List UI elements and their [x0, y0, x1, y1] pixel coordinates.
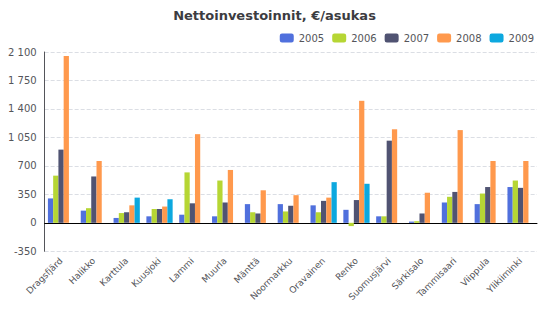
svg-text:2009: 2009: [509, 33, 534, 44]
svg-text:Oravainen: Oravainen: [287, 256, 327, 296]
svg-text:Dragsfjärd: Dragsfjärd: [24, 256, 64, 296]
svg-text:2 100: 2 100: [8, 47, 37, 58]
svg-text:Nettoinvestoinnit, €/asukas: Nettoinvestoinnit, €/asukas: [173, 8, 376, 23]
svg-text:Tammisaari: Tammisaari: [414, 256, 458, 300]
svg-text:2007: 2007: [404, 33, 429, 44]
svg-text:2008: 2008: [456, 33, 481, 44]
svg-text:Särkisalo: Särkisalo: [389, 255, 426, 292]
svg-text:2006: 2006: [351, 33, 376, 44]
svg-text:Suomusjärvi: Suomusjärvi: [346, 256, 392, 302]
svg-text:Viippula: Viippula: [459, 256, 492, 289]
svg-text:Karttula: Karttula: [98, 256, 130, 288]
svg-text:1 750: 1 750: [8, 75, 37, 86]
svg-text:-350: -350: [14, 246, 37, 257]
svg-text:Kuusjoki: Kuusjoki: [130, 256, 163, 289]
svg-text:Ylikiiminki: Ylikiiminki: [484, 256, 524, 296]
svg-text:1 050: 1 050: [8, 132, 37, 143]
svg-text:Halikko: Halikko: [67, 256, 97, 286]
svg-text:Renko: Renko: [334, 256, 360, 282]
svg-text:Noormarkku: Noormarkku: [248, 256, 294, 302]
svg-text:1 400: 1 400: [8, 103, 37, 114]
svg-text:2005: 2005: [299, 33, 324, 44]
svg-text:350: 350: [18, 189, 37, 200]
svg-text:Muurla: Muurla: [200, 256, 229, 285]
svg-text:0: 0: [30, 217, 36, 228]
svg-text:Lammi: Lammi: [167, 256, 196, 285]
svg-text:700: 700: [18, 160, 37, 171]
svg-text:Mänttä: Mänttä: [232, 256, 261, 285]
